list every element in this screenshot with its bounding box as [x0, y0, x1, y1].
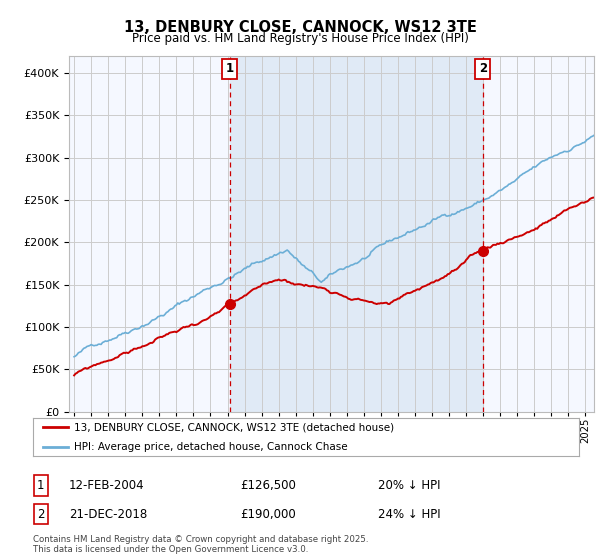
Text: 1: 1: [37, 479, 44, 492]
Text: 1: 1: [226, 62, 233, 75]
Text: 13, DENBURY CLOSE, CANNOCK, WS12 3TE: 13, DENBURY CLOSE, CANNOCK, WS12 3TE: [124, 20, 476, 35]
Text: Contains HM Land Registry data © Crown copyright and database right 2025.
This d: Contains HM Land Registry data © Crown c…: [33, 535, 368, 554]
Text: 20% ↓ HPI: 20% ↓ HPI: [378, 479, 440, 492]
Text: £190,000: £190,000: [240, 507, 296, 521]
Text: £126,500: £126,500: [240, 479, 296, 492]
Bar: [230, 56, 482, 412]
Text: 21-DEC-2018: 21-DEC-2018: [69, 507, 147, 521]
Text: Price paid vs. HM Land Registry's House Price Index (HPI): Price paid vs. HM Land Registry's House …: [131, 32, 469, 45]
Text: 12-FEB-2004: 12-FEB-2004: [69, 479, 145, 492]
Text: 2: 2: [479, 62, 487, 75]
Text: HPI: Average price, detached house, Cannock Chase: HPI: Average price, detached house, Cann…: [74, 442, 347, 452]
Text: 2: 2: [37, 507, 44, 521]
Text: 13, DENBURY CLOSE, CANNOCK, WS12 3TE (detached house): 13, DENBURY CLOSE, CANNOCK, WS12 3TE (de…: [74, 422, 394, 432]
Text: 24% ↓ HPI: 24% ↓ HPI: [378, 507, 440, 521]
